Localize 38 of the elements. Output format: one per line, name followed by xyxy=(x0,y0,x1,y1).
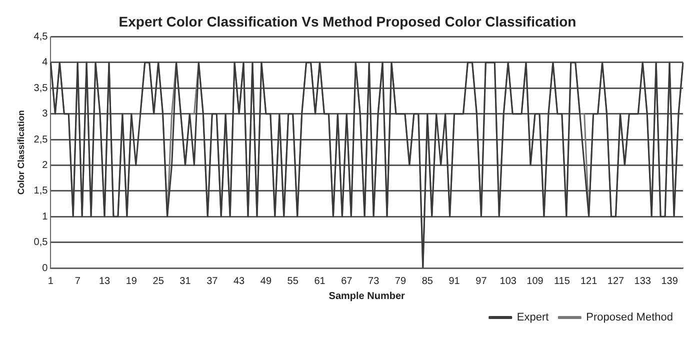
y-tick-label: 3,5 xyxy=(34,82,48,94)
y-tick-label: 2 xyxy=(42,160,48,171)
x-tick-label: 13 xyxy=(98,276,111,287)
y-tick-label: 0,5 xyxy=(34,237,48,248)
x-tick-label: 121 xyxy=(580,276,598,287)
x-tick-label: 85 xyxy=(422,276,434,287)
y-tick-label: 2,5 xyxy=(34,134,48,146)
x-tick-label: 91 xyxy=(448,276,460,287)
y-tick-label: 3 xyxy=(42,108,48,120)
x-tick-label: 61 xyxy=(314,276,326,287)
y-tick-label: 4,5 xyxy=(34,32,48,43)
x-tick-label: 31 xyxy=(180,276,192,287)
x-tick-label: 43 xyxy=(233,276,246,287)
x-axis-title: Sample Number xyxy=(328,290,406,302)
x-tick-label: 103 xyxy=(500,276,517,287)
y-tick-label: 1,5 xyxy=(34,186,48,197)
x-tick-label: 49 xyxy=(260,276,272,287)
x-tick-label: 97 xyxy=(476,276,488,287)
x-tick-label: 25 xyxy=(152,276,164,287)
x-tick-label: 55 xyxy=(287,276,299,287)
x-tick-label: 7 xyxy=(74,276,81,287)
x-tick-label: 109 xyxy=(526,276,544,287)
x-tick-label: 127 xyxy=(607,276,625,287)
x-tick-label: 19 xyxy=(126,276,138,287)
legend-label: Expert xyxy=(516,312,549,324)
x-tick-label: 79 xyxy=(394,276,406,287)
chart-title: Expert Color Classification Vs Method Proposed Color Classification xyxy=(118,13,576,30)
x-tick-label: 115 xyxy=(554,276,570,287)
x-tick-label: 133 xyxy=(634,276,652,287)
x-tick-label: 139 xyxy=(661,276,678,287)
legend-label: Proposed Method xyxy=(586,312,674,324)
x-tick-label: 67 xyxy=(341,276,353,287)
x-tick-label: 73 xyxy=(368,276,380,287)
y-tick-label: 4 xyxy=(42,57,48,68)
y-tick-label: 1 xyxy=(42,211,48,222)
y-axis-title: Color Classification xyxy=(16,110,26,195)
y-tick-label: 0 xyxy=(42,262,48,274)
x-tick-label: 37 xyxy=(206,276,218,287)
